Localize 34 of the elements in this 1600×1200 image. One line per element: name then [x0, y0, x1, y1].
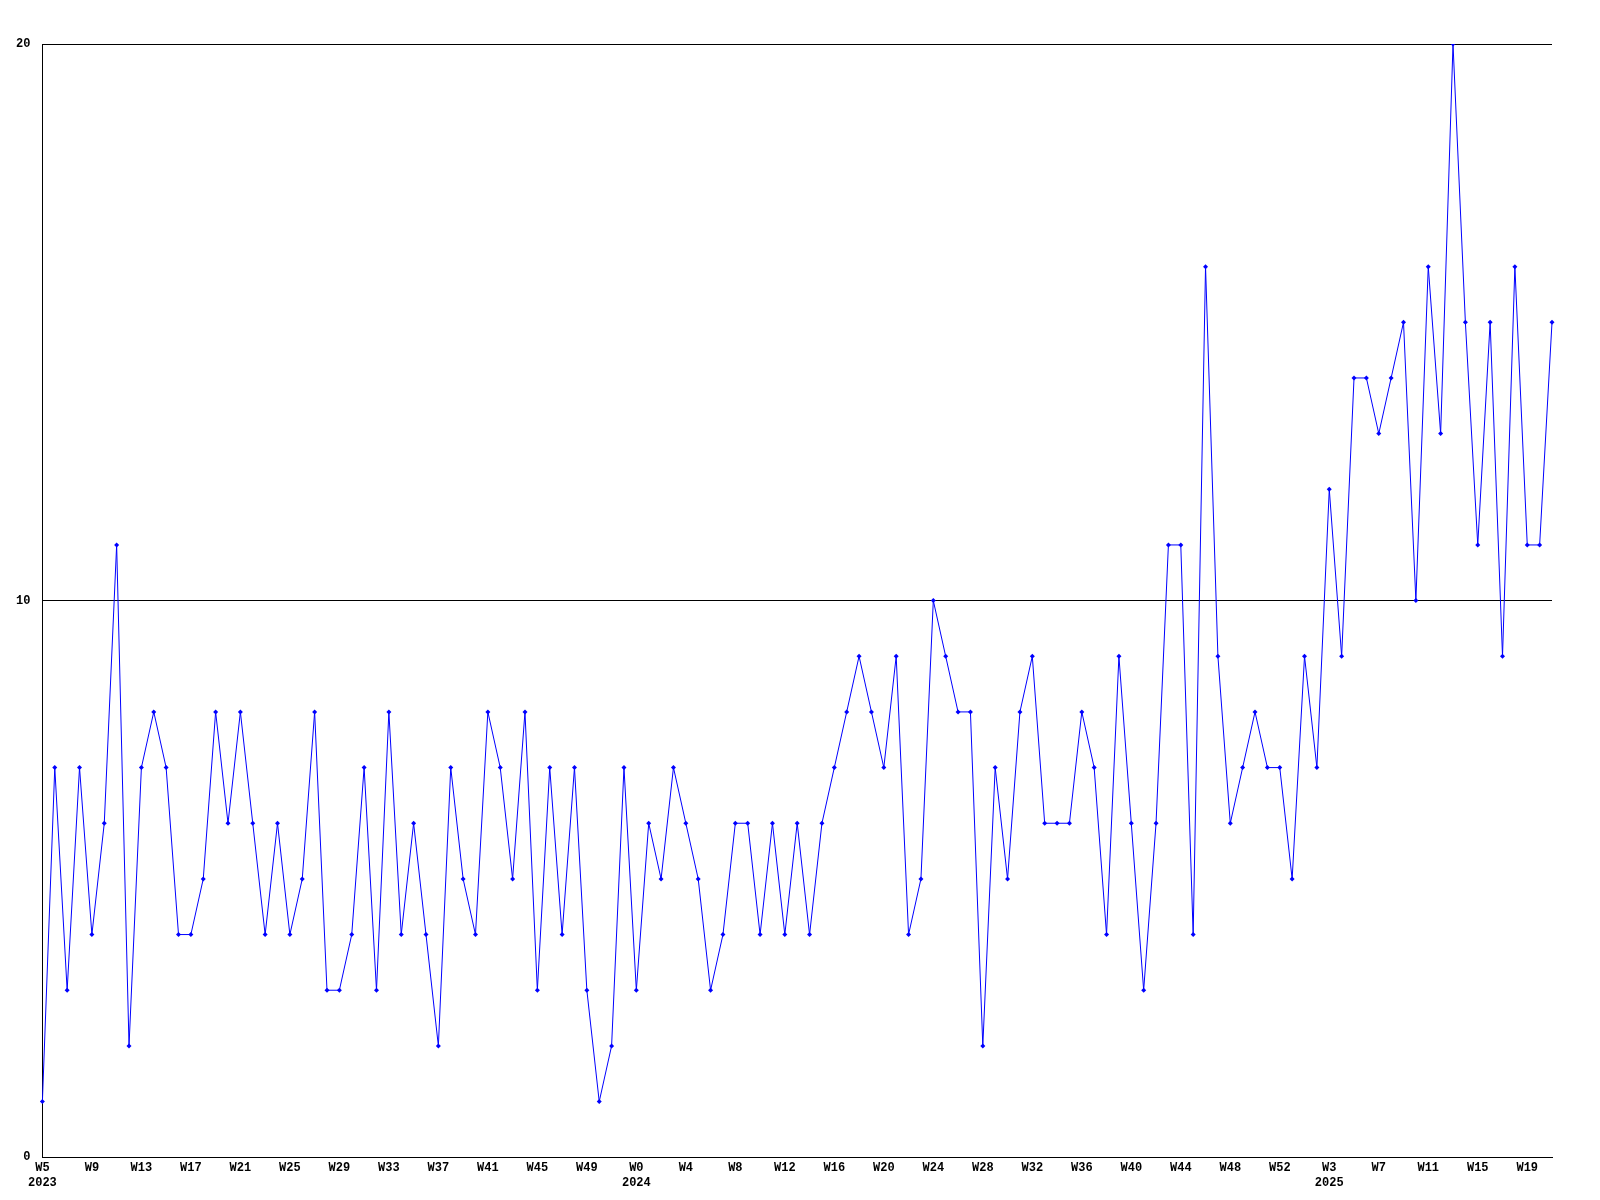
x-tick-label: W28 [972, 1161, 994, 1176]
x-tick-label: W7 [1371, 1161, 1386, 1176]
x-tick-label: W45 [526, 1161, 549, 1176]
x-tick-label: W25 [279, 1161, 301, 1176]
x-tick-label: W33 [378, 1161, 400, 1176]
y-tick-label: 10 [16, 593, 31, 608]
x-tick-label: W24 [922, 1161, 945, 1176]
x-tick-label: W37 [427, 1161, 450, 1176]
x-tick-label: W16 [823, 1161, 846, 1176]
x-tick-label: W0 2024 [621, 1161, 651, 1190]
x-tick-label: W12 [774, 1161, 796, 1176]
x-tick-label: W48 [1219, 1161, 1242, 1176]
x-tick-label: W19 [1516, 1161, 1539, 1176]
y-tick-label: 20 [16, 37, 31, 52]
x-tick-label: W8 [728, 1161, 743, 1176]
x-tick-label: W36 [1070, 1161, 1093, 1176]
x-tick-label: W13 [130, 1161, 153, 1176]
x-tick-label: W41 [477, 1161, 499, 1176]
x-tick-label: W17 [180, 1161, 202, 1176]
x-tick-label: W9 [84, 1161, 100, 1176]
x-tick-label: W5 2023 [28, 1161, 57, 1190]
x-tick-label: W3 2025 [1314, 1161, 1344, 1190]
x-tick-label: W52 [1268, 1161, 1291, 1176]
x-tick-label: W29 [328, 1161, 351, 1176]
x-tick-label: W49 [576, 1161, 598, 1176]
x-tick-label: W15 [1466, 1161, 1489, 1176]
x-tick-label: W44 [1169, 1161, 1192, 1176]
y-tick-label: 0 [23, 1150, 31, 1165]
x-tick-label: W21 [229, 1161, 252, 1176]
x-tick-label: W40 [1120, 1161, 1143, 1176]
x-tick-label: W32 [1021, 1161, 1044, 1176]
x-tick-label: W4 [678, 1161, 694, 1176]
x-tick-label: W11 [1417, 1161, 1440, 1176]
x-tick-label: W20 [873, 1161, 895, 1176]
